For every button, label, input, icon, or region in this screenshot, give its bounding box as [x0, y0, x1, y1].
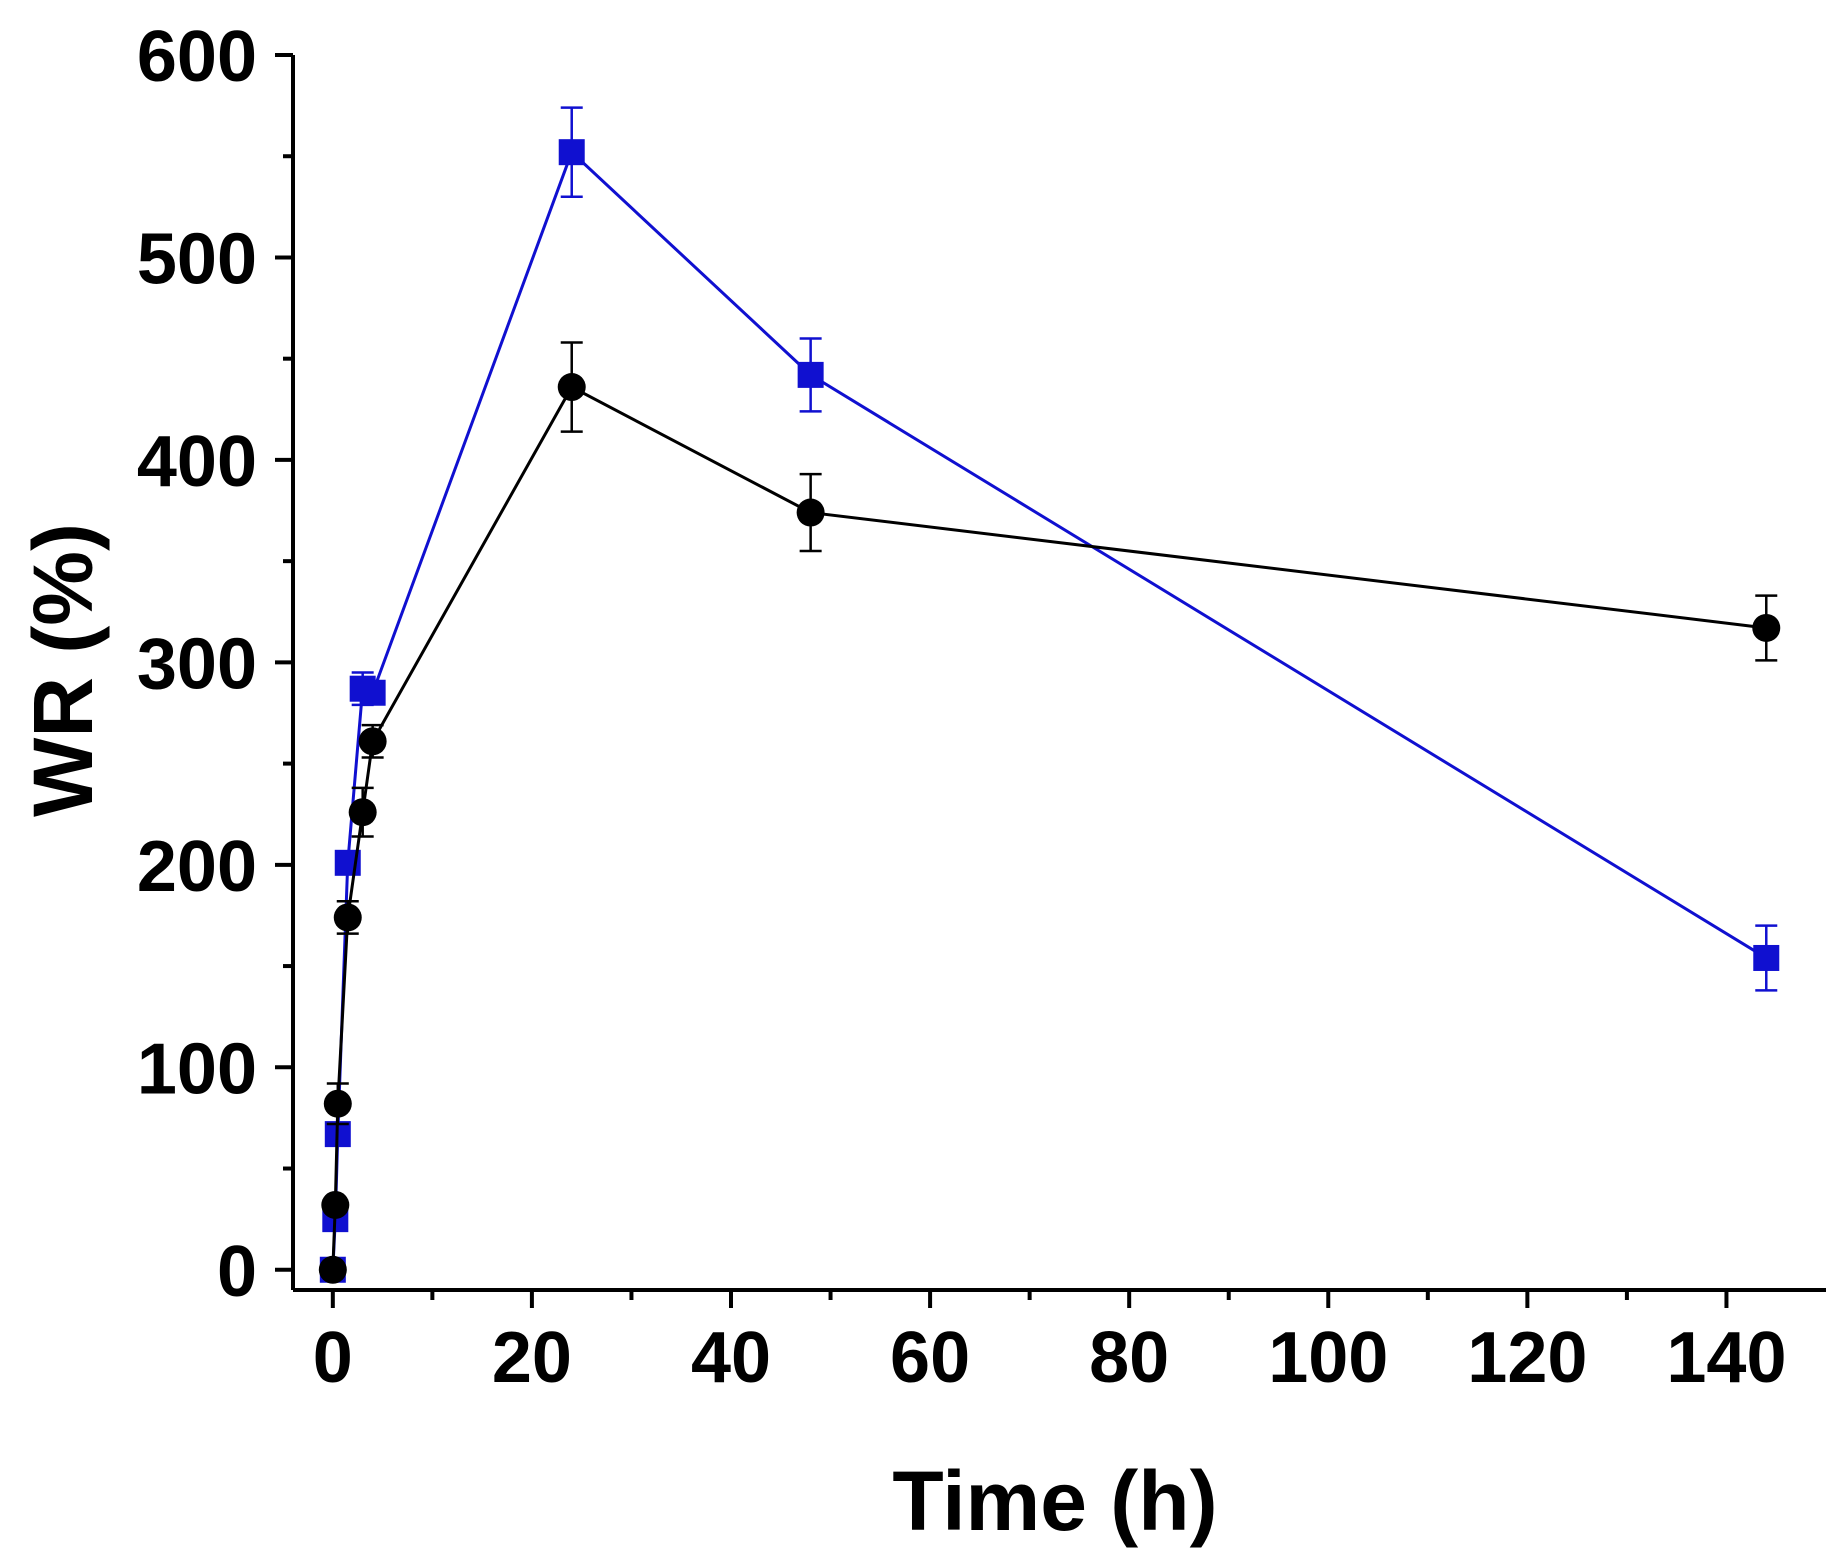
data-point-circle [318, 1255, 347, 1284]
data-point-square [797, 361, 824, 388]
data-point-circle [348, 798, 377, 827]
data-point-circle [1752, 613, 1781, 642]
series-blue-squares [319, 106, 1780, 1283]
data-point-square [359, 679, 386, 706]
x-tick-label: 120 [1467, 1318, 1587, 1398]
y-tick-label: 400 [137, 422, 257, 502]
data-point-circle [333, 903, 362, 932]
x-tick-label: 60 [890, 1318, 970, 1398]
y-axis-title: WR (%) [16, 523, 110, 817]
x-tick-label: 40 [691, 1318, 771, 1398]
data-point-circle [323, 1089, 352, 1118]
y-tick-label: 0 [217, 1232, 257, 1312]
x-axis-title: Time (h) [892, 1454, 1217, 1548]
data-point-circle [796, 498, 825, 527]
series-line [331, 149, 1768, 1270]
x-tick-label: 80 [1089, 1318, 1169, 1398]
y-tick-label: 500 [137, 219, 257, 299]
axes [291, 55, 1826, 1292]
ticks [275, 53, 1729, 1308]
x-tick-label: 0 [313, 1318, 353, 1398]
data-point-circle [557, 373, 586, 402]
series-black-circles [318, 341, 1781, 1284]
y-tick-label: 100 [137, 1029, 257, 1109]
y-tick-label: 600 [137, 17, 257, 97]
series-layer [318, 106, 1781, 1284]
x-tick-label: 100 [1268, 1318, 1388, 1398]
data-point-circle [321, 1190, 350, 1219]
data-point-circle [358, 727, 387, 756]
data-point-square [1753, 944, 1780, 971]
y-tick-label: 200 [137, 827, 257, 907]
data-point-square [558, 139, 585, 166]
y-tick-label: 300 [137, 624, 257, 704]
tick-labels: 0 100 200 300 400 500 600 0 20 40 60 80 100 120 140 [137, 17, 1787, 1398]
x-tick-label: 140 [1666, 1318, 1786, 1398]
x-tick-label: 20 [492, 1318, 572, 1398]
